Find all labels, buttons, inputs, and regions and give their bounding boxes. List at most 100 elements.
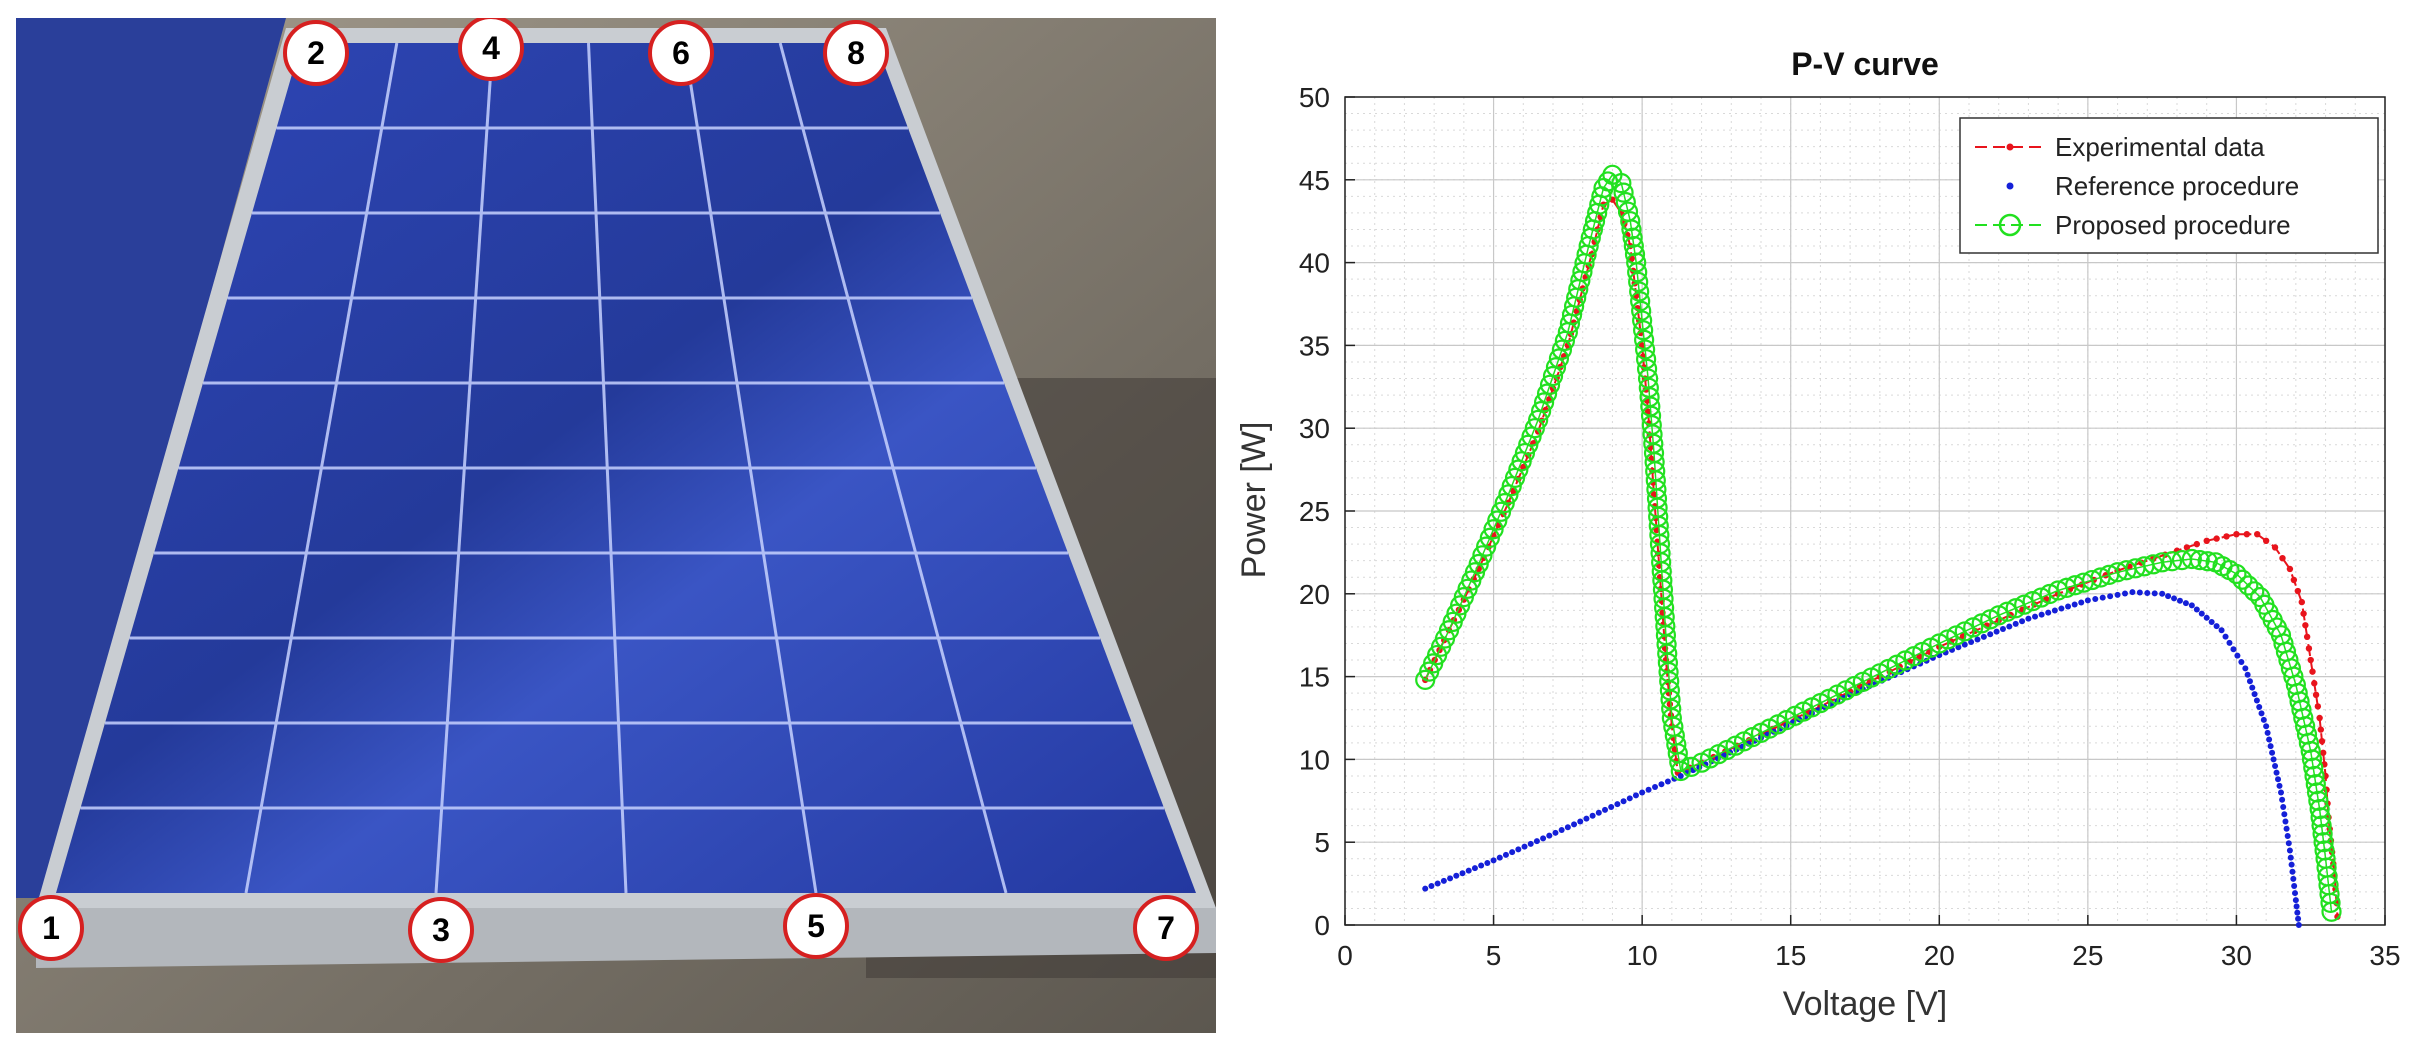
data-point — [1527, 840, 1534, 847]
data-point — [2290, 576, 2298, 584]
data-point — [2313, 832, 2334, 853]
marker-8: 8 — [823, 20, 889, 86]
marker-circle — [18, 895, 84, 961]
data-point — [1447, 875, 1454, 882]
data-point — [2084, 597, 2091, 604]
x-tick-label: 15 — [1775, 940, 1806, 971]
data-point — [2284, 832, 2291, 839]
data-point — [2203, 614, 2210, 621]
data-point — [2278, 789, 2284, 796]
data-point — [1494, 493, 1515, 514]
data-point — [1539, 374, 1561, 395]
data-point — [2143, 554, 2164, 575]
data-point — [2312, 691, 2320, 699]
data-point — [1670, 760, 1691, 782]
marker-circle — [783, 893, 849, 959]
data-point — [2233, 530, 2240, 538]
x-tick-label: 10 — [1627, 940, 1658, 971]
data-point — [1615, 192, 1636, 213]
data-point — [1666, 701, 1674, 708]
data-point — [2292, 897, 2299, 904]
data-point — [2256, 703, 2263, 710]
marker-circle — [458, 18, 524, 81]
x-tick-label: 25 — [2072, 940, 2103, 971]
cell-grid-lines — [80, 42, 1164, 894]
data-point — [2282, 818, 2289, 825]
data-point — [2263, 723, 2270, 730]
marker-circle — [408, 897, 474, 963]
data-point — [2232, 569, 2253, 590]
data-point — [1536, 383, 1558, 404]
data-point — [2285, 840, 2292, 847]
data-point — [2223, 533, 2230, 540]
y-tick-label: 20 — [1299, 579, 1330, 610]
data-point — [2314, 703, 2322, 710]
data-point — [1472, 545, 1493, 566]
data-point — [1589, 812, 1596, 819]
y-tick-label: 35 — [1299, 330, 1330, 361]
data-point — [2136, 589, 2143, 596]
data-point — [1916, 653, 1923, 660]
marker-circle — [823, 20, 889, 86]
data-point — [1629, 281, 1650, 302]
data-point — [2203, 537, 2210, 545]
data-point — [2189, 550, 2210, 571]
data-point — [1620, 798, 1627, 805]
marker-circle — [648, 20, 714, 86]
data-point — [1571, 821, 1578, 828]
data-point — [2254, 530, 2261, 538]
data-point — [2234, 652, 2241, 659]
data-point — [2311, 815, 2332, 836]
data-point — [2159, 590, 2166, 597]
data-point — [2045, 609, 2052, 616]
data-point — [2312, 823, 2333, 845]
x-tick-label: 0 — [1337, 940, 1353, 971]
data-point — [1484, 859, 1491, 866]
data-point — [1577, 818, 1584, 825]
data-point — [2291, 882, 2298, 889]
x-tick-label: 5 — [1486, 940, 1502, 971]
data-point — [2092, 596, 2099, 603]
data-point — [2213, 535, 2220, 542]
data-point — [2279, 796, 2286, 803]
marker-label: 3 — [432, 912, 450, 948]
data-point — [1552, 829, 1559, 836]
data-point — [2144, 589, 2151, 596]
legend-label-proposed: Proposed procedure — [2055, 210, 2291, 240]
panel-bottom-rail — [36, 908, 1216, 968]
data-point — [2275, 776, 2282, 783]
data-point — [2272, 763, 2279, 770]
data-point — [1630, 291, 1651, 312]
data-point — [1974, 636, 1981, 643]
data-point — [2308, 790, 2329, 811]
data-point — [2292, 890, 2299, 897]
data-point — [2188, 602, 2195, 609]
y-tick-label: 40 — [1299, 248, 1330, 279]
chart-title: P-V curve — [1791, 46, 1939, 82]
data-point — [1639, 789, 1646, 796]
data-point — [2038, 611, 2045, 618]
data-point — [1545, 357, 1567, 378]
marker-circle — [283, 20, 349, 86]
data-point — [2264, 729, 2271, 736]
legend-marker-reference — [2006, 182, 2014, 190]
data-point — [2182, 600, 2189, 607]
adjacent-panel — [16, 18, 286, 898]
data-point — [2243, 530, 2251, 538]
y-tick-label: 30 — [1299, 413, 1330, 444]
data-point — [1490, 501, 1512, 522]
data-point — [1955, 644, 1962, 651]
data-point — [2226, 639, 2233, 646]
data-point — [2295, 915, 2302, 922]
y-tick-label: 45 — [1299, 165, 1330, 196]
data-point — [2288, 861, 2295, 868]
data-point — [1626, 795, 1633, 802]
data-point — [1658, 781, 1665, 788]
data-point — [1652, 784, 1659, 790]
data-point — [2165, 593, 2172, 600]
data-point — [2300, 610, 2307, 617]
marker-label: 1 — [42, 910, 60, 946]
data-point — [1595, 809, 1602, 816]
data-point — [2295, 922, 2302, 928]
data-point — [2161, 551, 2183, 572]
